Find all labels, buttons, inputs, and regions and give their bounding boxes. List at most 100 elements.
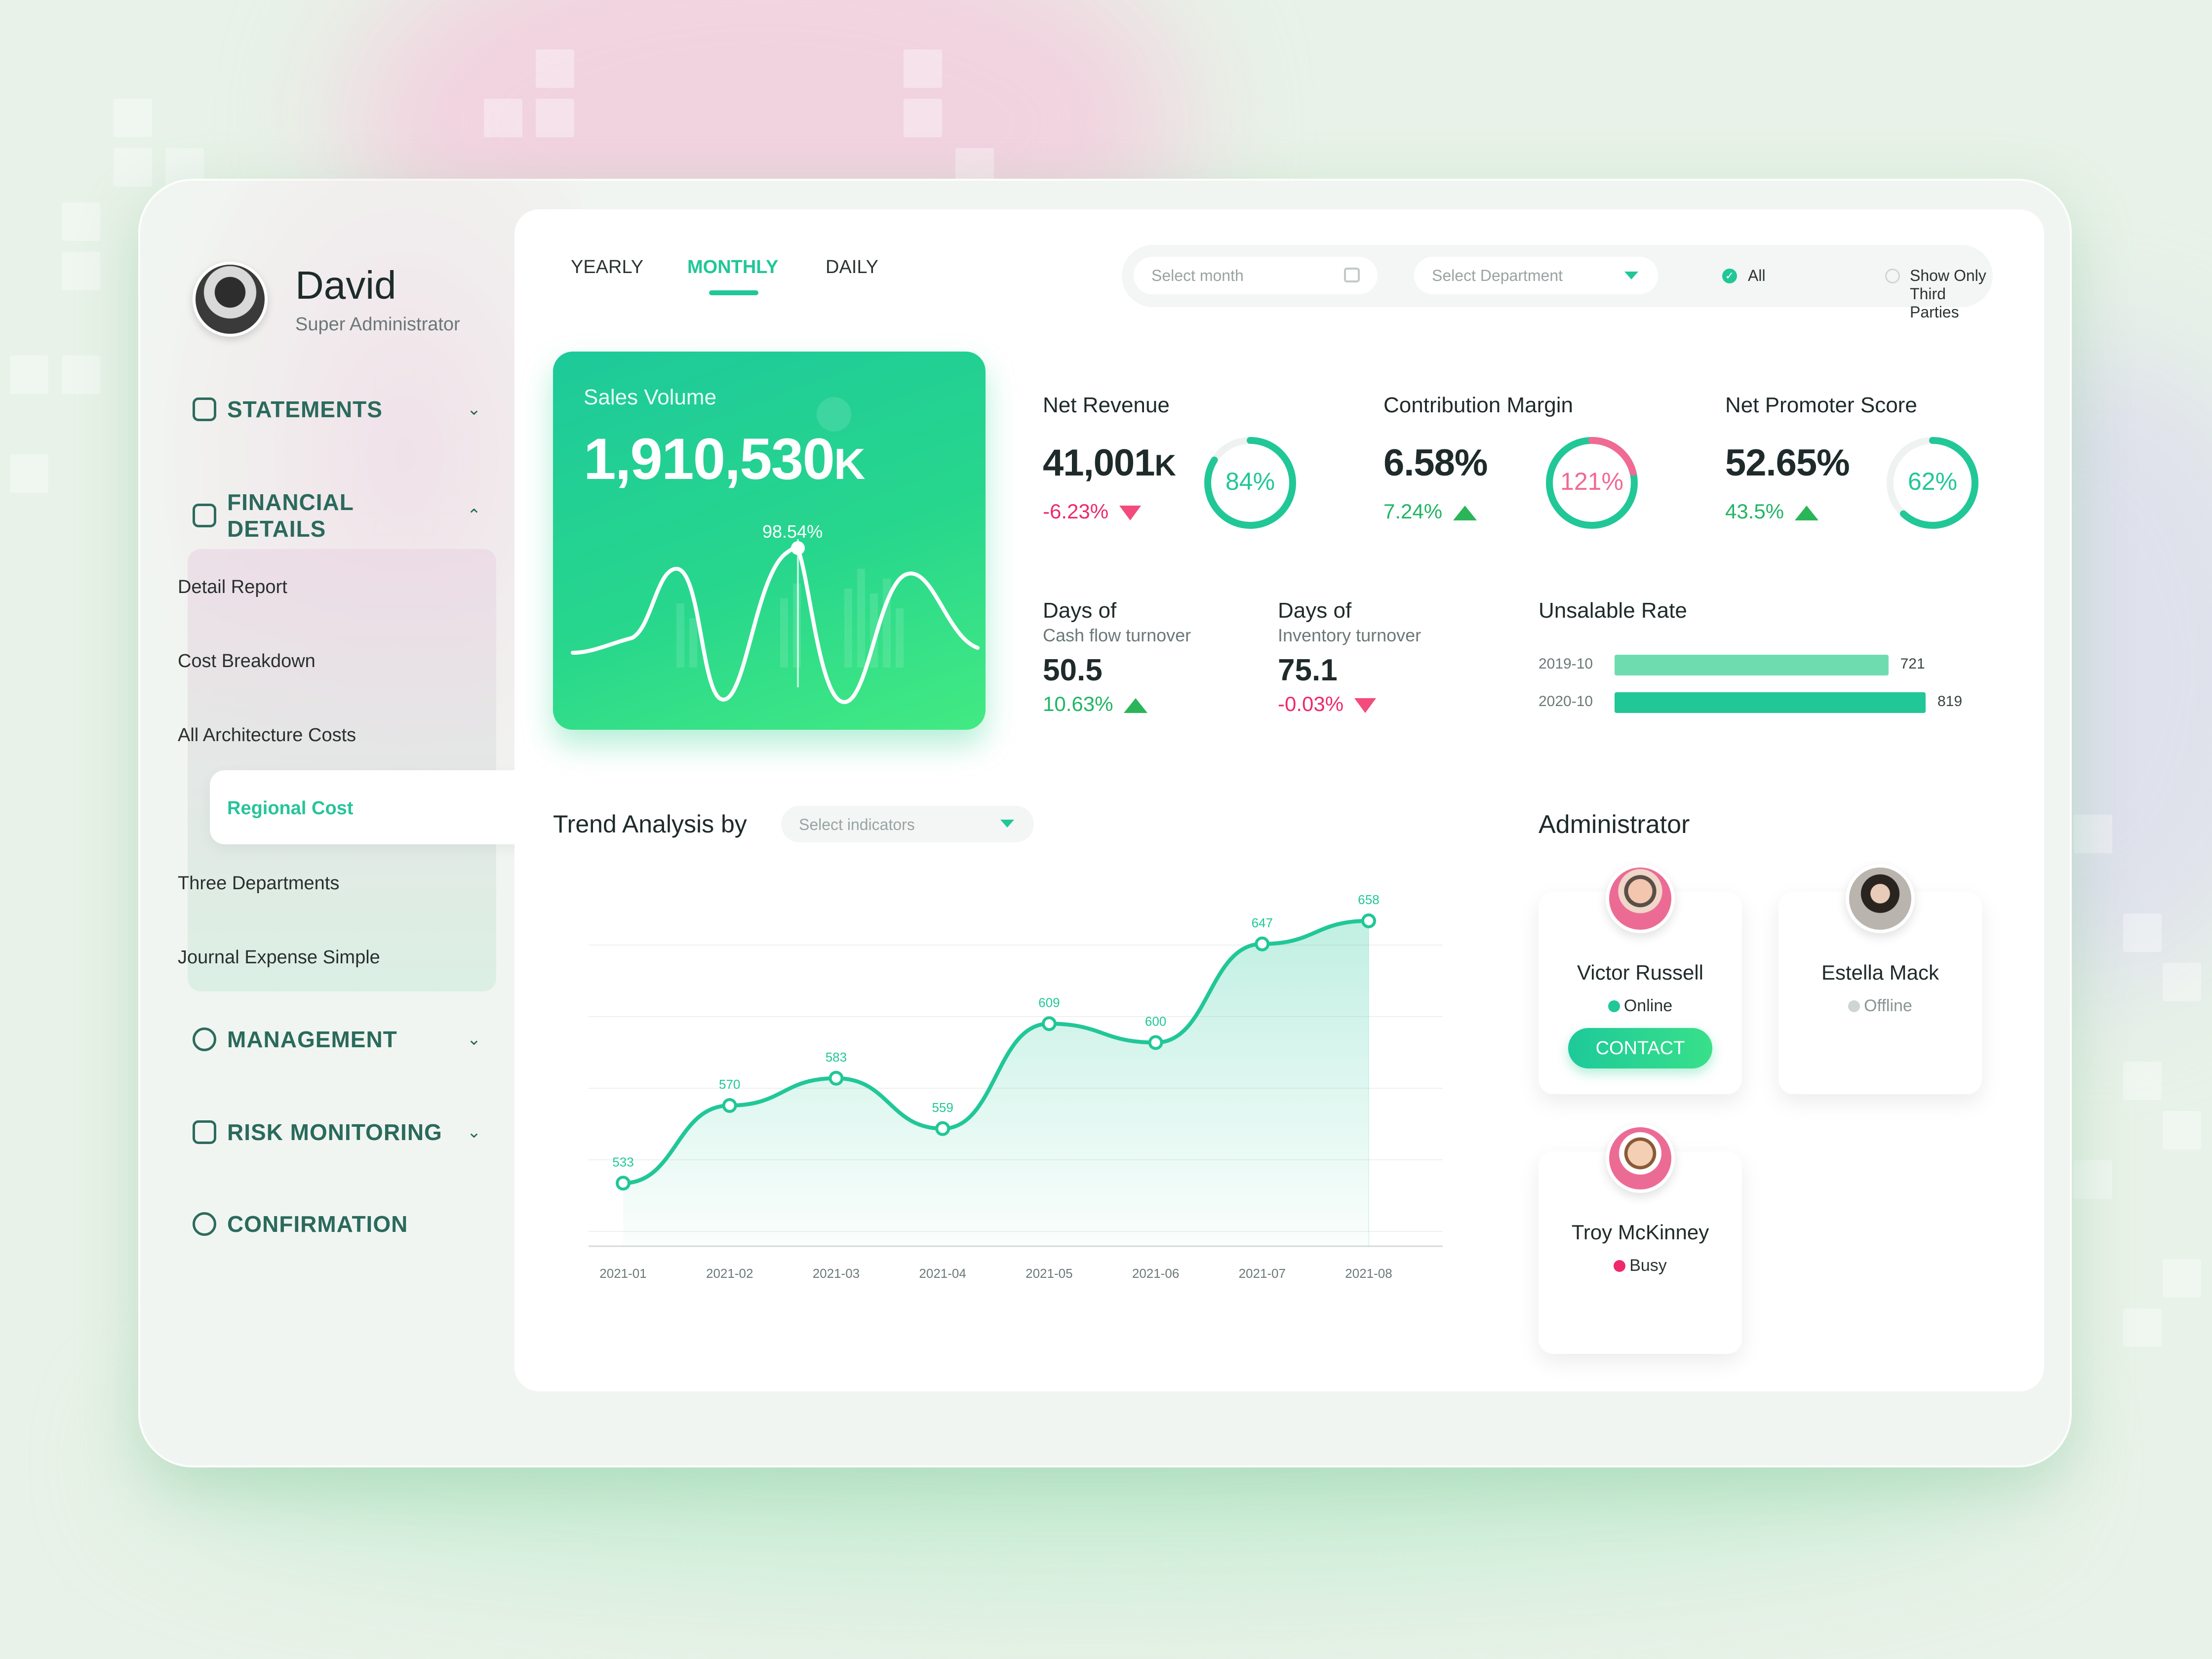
data-label: 658	[1358, 892, 1379, 907]
data-point	[722, 1098, 737, 1113]
data-label: 600	[1145, 1014, 1166, 1029]
contribution-margin-ring-label: 121%	[1560, 468, 1623, 495]
data-point	[1041, 1016, 1057, 1031]
net-revenue-value: 41,001K	[1043, 441, 1176, 484]
nav-statements[interactable]: STATEMENTS ⌄	[193, 396, 489, 423]
days-cash-change: 10.63%	[1043, 692, 1148, 716]
data-point	[829, 1070, 844, 1086]
days-inventory-change-value: -0.03%	[1278, 692, 1344, 715]
calendar-icon	[1344, 268, 1360, 282]
all-radio-label[interactable]: All	[1748, 267, 1766, 284]
nav-financial-details[interactable]: FINANCIAL DETAILS ⌃	[193, 489, 489, 542]
x-tick-label: 2021-02	[706, 1266, 753, 1281]
sales-volume-number: 1,910,530	[584, 427, 835, 492]
submenu-journal-expense-simple[interactable]: Journal Expense Simple	[178, 947, 380, 968]
sales-volume-card[interactable]: Sales Volume 1,910,530K 98.54%	[553, 352, 986, 730]
third-parties-label[interactable]: Show Only Third Parties	[1910, 267, 1986, 321]
admin-avatar[interactable]	[1606, 1124, 1675, 1193]
contribution-margin-value: 6.58%	[1383, 442, 1488, 484]
all-radio-checked-icon[interactable]: ✓	[1722, 269, 1737, 283]
tab-monthly[interactable]: MONTHLY	[687, 257, 779, 277]
sales-volume-title: Sales Volume	[584, 385, 717, 409]
online-status-dot	[1608, 1000, 1620, 1012]
contribution-margin-change-value: 7.24%	[1383, 500, 1443, 523]
ring-overflow	[1546, 437, 1638, 529]
unsalable-value-2020: 819	[1937, 693, 1963, 710]
data-point	[1361, 913, 1376, 928]
admin-status: Online	[1539, 996, 1742, 1016]
department-select-placeholder: Select Department	[1432, 266, 1563, 284]
down-arrow-icon	[1354, 698, 1377, 713]
indicators-select-placeholder: Select indicators	[799, 816, 915, 833]
tab-yearly[interactable]: YEARLY	[571, 257, 644, 277]
admin-status-text: Online	[1623, 996, 1673, 1015]
data-label: 609	[1038, 995, 1060, 1010]
sales-volume-percent: 98.54%	[762, 521, 823, 542]
net-revenue-change: -6.23%	[1043, 500, 1142, 523]
net-revenue-change-value: -6.23%	[1043, 500, 1109, 523]
nav-financial-details-label: FINANCIAL DETAILS	[227, 489, 354, 542]
contribution-margin-title: Contribution Margin	[1383, 393, 1573, 417]
ring-progress	[1204, 437, 1296, 529]
unsalable-bar-2019	[1615, 655, 1889, 675]
admin-avatar[interactable]	[1606, 864, 1675, 933]
chevron-down-icon: ⌄	[467, 1030, 481, 1049]
submenu-detail-report[interactable]: Detail Report	[178, 577, 287, 597]
ring-progress	[1887, 437, 1978, 529]
filter-bar: Select month Select Department ✓ All Sho…	[1122, 245, 1993, 321]
nav-management[interactable]: MANAGEMENT ⌄	[193, 1026, 489, 1053]
admin-status-text: Busy	[1629, 1256, 1667, 1275]
contribution-margin-change: 7.24%	[1383, 500, 1477, 523]
active-tab-indicator	[709, 290, 758, 295]
data-point	[616, 1176, 631, 1191]
admin-card-estella-mack[interactable]: Estella Mack Offline	[1778, 864, 1982, 1094]
x-tick-label: 2021-06	[1132, 1266, 1179, 1281]
net-promoter-title: Net Promoter Score	[1725, 393, 1917, 417]
submenu-regional-cost[interactable]: Regional Cost	[227, 798, 354, 819]
admin-card-troy-mckinney[interactable]: Troy McKinney Busy	[1539, 1124, 1742, 1354]
chart-icon	[193, 504, 216, 527]
net-promoter-change-value: 43.5%	[1725, 500, 1784, 523]
submenu-three-departments[interactable]: Three Departments	[178, 873, 340, 894]
tab-daily[interactable]: DAILY	[826, 257, 879, 277]
user-profile[interactable]: David Super Administrator	[193, 262, 460, 337]
indicators-select[interactable]: Select indicators	[781, 806, 1034, 842]
busy-status-dot	[1614, 1260, 1626, 1272]
days-inventory-change: -0.03%	[1278, 692, 1377, 716]
department-select[interactable]: Select Department	[1414, 257, 1658, 294]
trend-chart: 533 2021-01 570 2021-02 583 2021-03 559 2021-04…	[589, 892, 1443, 1281]
trend-line	[623, 919, 1369, 1185]
nav-confirmation-label: CONFIRMATION	[227, 1211, 408, 1237]
nav-risk-monitoring[interactable]: RISK MONITORING ⌄	[193, 1119, 489, 1146]
net-revenue-ring-label: 84%	[1225, 468, 1275, 495]
user-avatar[interactable]	[193, 262, 268, 337]
net-revenue-unit: K	[1154, 449, 1176, 482]
data-label: 570	[719, 1077, 740, 1092]
nav-confirmation[interactable]: CONFIRMATION	[193, 1211, 489, 1237]
admin-name: Estella Mack	[1821, 961, 1939, 984]
up-arrow-icon	[1453, 505, 1477, 520]
user-role: Super Administrator	[295, 314, 460, 335]
days-inventory-title: Days of	[1278, 598, 1352, 623]
data-label: 647	[1252, 915, 1273, 930]
contact-button[interactable]: CONTACT	[1568, 1028, 1712, 1068]
submenu-all-architecture-costs[interactable]: All Architecture Costs	[178, 725, 356, 746]
third-parties-radio[interactable]	[1885, 269, 1900, 283]
submenu-cost-breakdown[interactable]: Cost Breakdown	[178, 651, 316, 672]
administrator-title: Administrator	[1539, 810, 1690, 839]
check-circle-icon	[193, 1212, 216, 1236]
chevron-down-icon: ⌄	[467, 400, 481, 419]
net-promoter-change: 43.5%	[1725, 500, 1819, 523]
chevron-down-icon: ⌄	[467, 1123, 481, 1142]
admin-avatar[interactable]	[1846, 864, 1915, 933]
main-panel: YEARLY MONTHLY DAILY Select month Select…	[514, 209, 2044, 1391]
x-tick-label: 2021-07	[1239, 1266, 1286, 1281]
nav-statements-label: STATEMENTS	[227, 396, 383, 422]
days-inventory-value: 75.1	[1278, 653, 1338, 687]
admin-card-victor-russell[interactable]: Victor Russell Online CONTACT	[1539, 864, 1742, 1094]
chevron-up-icon: ⌃	[467, 506, 481, 525]
data-label: 533	[612, 1154, 633, 1169]
x-tick-label: 2021-03	[813, 1266, 860, 1281]
trend-area	[623, 921, 1369, 1246]
month-select[interactable]: Select month	[1134, 257, 1378, 294]
